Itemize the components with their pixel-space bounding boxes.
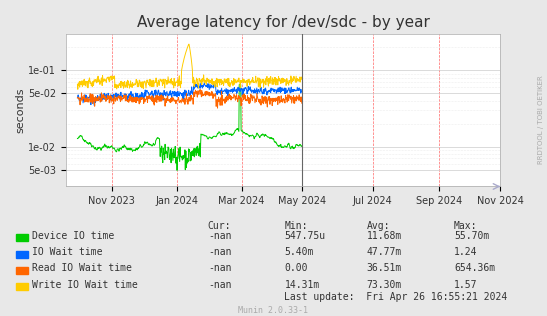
Text: Read IO Wait time: Read IO Wait time: [32, 264, 132, 273]
Text: -nan: -nan: [208, 280, 231, 290]
Text: 14.31m: 14.31m: [284, 280, 319, 290]
Text: Munin 2.0.33-1: Munin 2.0.33-1: [238, 306, 309, 315]
Text: Max:: Max:: [454, 221, 478, 231]
Text: 547.75u: 547.75u: [284, 231, 325, 240]
Text: RRDTOOL / TOBI OETIKER: RRDTOOL / TOBI OETIKER: [538, 76, 544, 164]
Text: 654.36m: 654.36m: [454, 264, 495, 273]
Text: Write IO Wait time: Write IO Wait time: [32, 280, 137, 290]
Text: 1.24: 1.24: [454, 247, 478, 257]
Text: -nan: -nan: [208, 264, 231, 273]
Text: 0.00: 0.00: [284, 264, 308, 273]
Text: -nan: -nan: [208, 231, 231, 240]
Text: Last update:  Fri Apr 26 16:55:21 2024: Last update: Fri Apr 26 16:55:21 2024: [284, 292, 508, 301]
Text: IO Wait time: IO Wait time: [32, 247, 102, 257]
Text: 36.51m: 36.51m: [366, 264, 401, 273]
Text: Avg:: Avg:: [366, 221, 390, 231]
Text: 5.40m: 5.40m: [284, 247, 314, 257]
Text: 47.77m: 47.77m: [366, 247, 401, 257]
Text: 73.30m: 73.30m: [366, 280, 401, 290]
Text: 55.70m: 55.70m: [454, 231, 489, 240]
Text: 1.57: 1.57: [454, 280, 478, 290]
Text: -nan: -nan: [208, 247, 231, 257]
Title: Average latency for /dev/sdc - by year: Average latency for /dev/sdc - by year: [137, 15, 429, 30]
Text: Min:: Min:: [284, 221, 308, 231]
Text: Device IO time: Device IO time: [32, 231, 114, 240]
Y-axis label: seconds: seconds: [15, 88, 25, 133]
Text: Cur:: Cur:: [208, 221, 231, 231]
Text: 11.68m: 11.68m: [366, 231, 401, 240]
